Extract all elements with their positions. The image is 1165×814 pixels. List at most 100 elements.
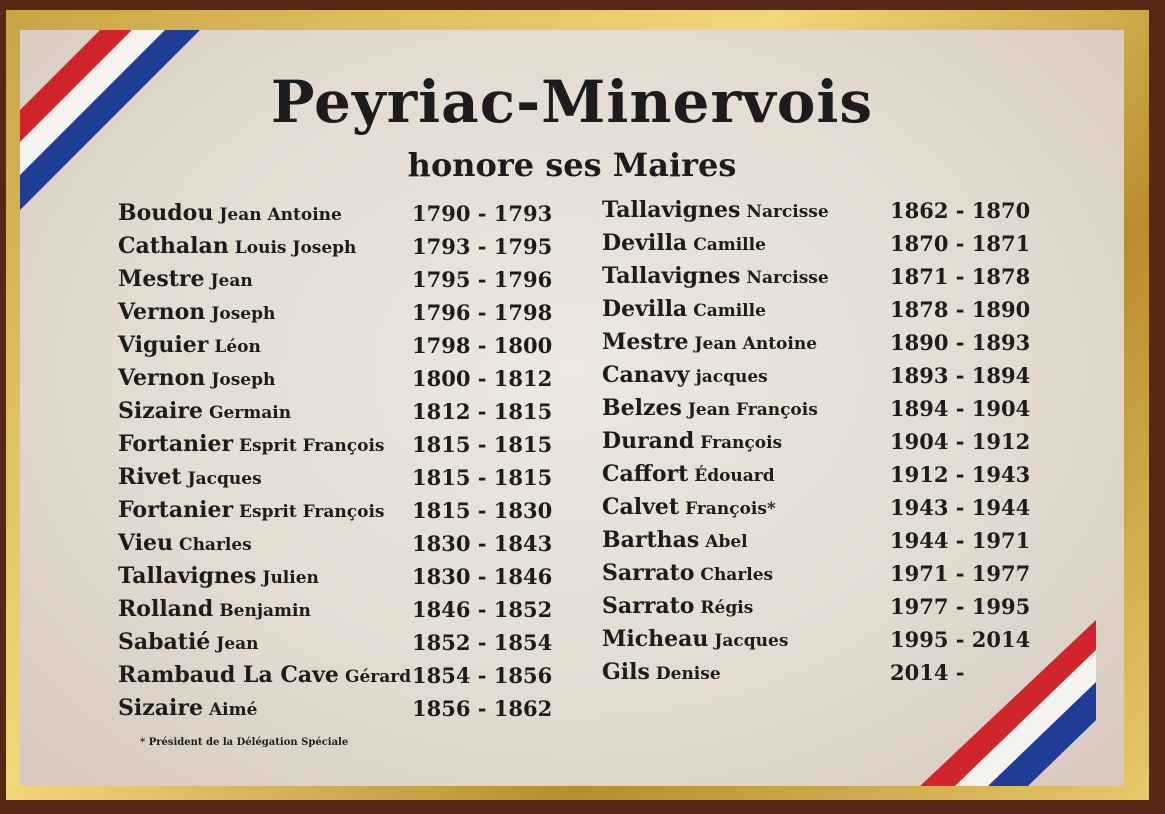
term-years: 1812 - 1815 (412, 399, 553, 424)
title: Peyriac-Minervois (270, 68, 874, 136)
term-years: 1944 - 1971 (890, 528, 1031, 553)
mayor-name: Sizaire Germain (118, 398, 291, 424)
surname: Devilla (602, 230, 688, 256)
given-name: Jean François (687, 400, 818, 420)
term-years: 1904 - 1912 (890, 429, 1031, 454)
given-name: Jean (216, 634, 259, 654)
surname: Devilla (602, 296, 688, 322)
mayor-name: Boudou Jean Antoine (118, 200, 342, 226)
mayor-name: Mestre Jean (118, 266, 253, 292)
surname: Micheau (602, 626, 709, 652)
mayor-name: Mestre Jean Antoine (602, 329, 817, 355)
term-years: 1995 - 2014 (890, 627, 1031, 652)
term-years: 1830 - 1846 (412, 564, 553, 589)
term-years: 1856 - 1862 (412, 696, 553, 721)
mayor-name: Sarrato Régis (602, 593, 753, 619)
surname: Rambaud La Cave (118, 662, 339, 688)
given-name: François* (685, 499, 776, 519)
ribbon-white (955, 650, 1096, 786)
surname: Sabatié (118, 629, 211, 655)
flag-ribbons (20, 30, 1096, 786)
term-years: 1870 - 1871 (890, 231, 1031, 256)
term-years: 1971 - 1977 (890, 561, 1031, 586)
term-years: 1871 - 1878 (890, 264, 1031, 289)
mayor-name: Devilla Camille (602, 230, 766, 256)
surname: Fortanier (118, 431, 234, 457)
mayor-name: Rolland Benjamin (118, 596, 311, 622)
mayor-name: Vernon Joseph (118, 365, 275, 391)
surname: Rivet (118, 464, 182, 490)
term-years: 1893 - 1894 (890, 363, 1031, 388)
given-name: Charles (700, 565, 774, 585)
given-name: Charles (179, 535, 252, 555)
given-name: Narcisse (746, 202, 829, 222)
given-name: Abel (705, 532, 748, 552)
given-name: Julien (262, 568, 319, 588)
mayor-name: Cathalan Louis Joseph (118, 233, 356, 259)
subtitle: honore ses Maires (407, 146, 737, 184)
term-years: 1815 - 1830 (412, 498, 553, 523)
surname: Rolland (118, 596, 214, 622)
term-years: 1846 - 1852 (412, 597, 553, 622)
given-name: Édouard (694, 466, 775, 486)
mayor-name: Sarrato Charles (602, 560, 773, 586)
given-name: Régis (700, 598, 754, 618)
given-name: Gérard (344, 667, 412, 687)
mayor-name: Viguier Léon (118, 332, 261, 358)
surname: Calvet (602, 494, 680, 520)
surname: Durand (602, 428, 695, 454)
given-name: Jean Antoine (219, 205, 342, 225)
surname: Sarrato (602, 593, 695, 619)
term-years: 1793 - 1795 (412, 234, 553, 259)
mayor-name: Calvet François* (602, 494, 776, 520)
surname: Mestre (118, 266, 205, 292)
given-name: Narcisse (746, 268, 829, 288)
surname: Vieu (118, 530, 174, 556)
given-name: Louis Joseph (234, 238, 357, 258)
given-name: Germain (208, 403, 292, 423)
mayor-name: Gils Denise (602, 659, 721, 685)
surname: Vernon (118, 365, 206, 391)
ribbon-blue (988, 682, 1096, 786)
term-years: 1943 - 1944 (890, 495, 1031, 520)
surname: Gils (602, 659, 650, 685)
given-name: Jean (210, 271, 253, 291)
term-years: 1815 - 1815 (412, 465, 553, 490)
term-years: 1890 - 1893 (890, 330, 1031, 355)
term-years: 1795 - 1796 (412, 267, 553, 292)
mayor-name: Canavy jacques (602, 362, 768, 388)
mayor-name: Belzes Jean François (602, 395, 818, 421)
surname: Mestre (602, 329, 689, 355)
given-name: Camille (693, 235, 766, 255)
surname: Fortanier (118, 497, 234, 523)
given-name: Denise (655, 664, 721, 684)
given-name: Benjamin (219, 601, 311, 621)
mayor-name: Rambaud La Cave Gérard (118, 662, 411, 688)
given-name: François (700, 433, 783, 453)
mayor-name: Tallavignes Narcisse (602, 197, 829, 223)
surname: Sizaire (118, 398, 203, 424)
term-years: 1862 - 1870 (890, 198, 1031, 223)
given-name: Camille (693, 301, 766, 321)
term-years: 1854 - 1856 (412, 663, 553, 688)
surname: Sizaire (118, 695, 203, 721)
surname: Barthas (602, 527, 700, 553)
footnote: * Président de la Délégation Spéciale (140, 737, 349, 748)
given-name: Léon (214, 337, 261, 357)
term-years: 1878 - 1890 (890, 297, 1031, 322)
surname: Tallavignes (602, 263, 741, 289)
ribbon-red (920, 620, 1096, 786)
mayor-name: Barthas Abel (602, 527, 748, 553)
term-years: 2014 - (890, 660, 965, 685)
given-name: Jean Antoine (694, 334, 818, 354)
term-years: 1977 - 1995 (890, 594, 1031, 619)
term-years: 1796 - 1798 (412, 300, 553, 325)
surname: Tallavignes (118, 563, 257, 589)
surname: Boudou (118, 200, 214, 226)
given-name: Esprit François (239, 436, 385, 456)
surname: Viguier (118, 332, 209, 358)
term-years: 1815 - 1815 (412, 432, 553, 457)
given-name: Aimé (208, 700, 258, 720)
term-years: 1800 - 1812 (412, 366, 553, 391)
